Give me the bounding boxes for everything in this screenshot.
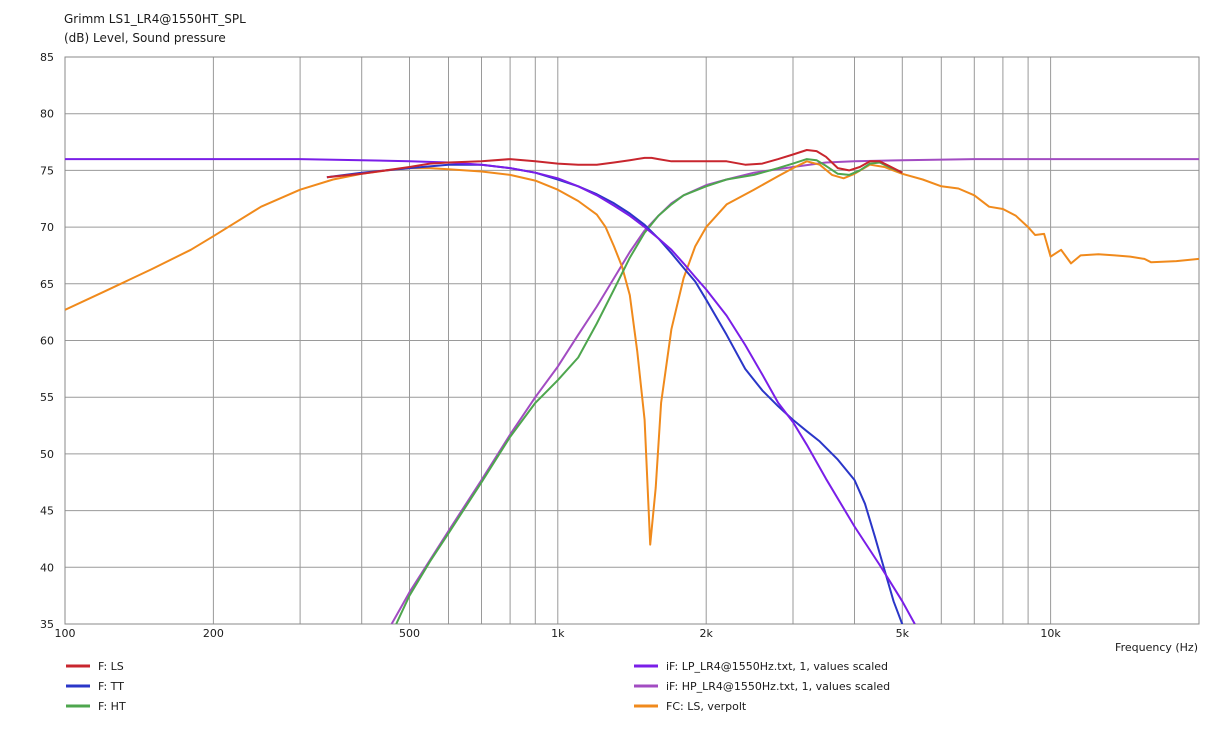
chart-title: Grimm LS1_LR4@1550HT_SPL — [64, 12, 246, 26]
legend-label: F: HT — [98, 700, 126, 713]
series-line — [326, 149, 903, 179]
x-tick-label: 100 — [55, 627, 76, 640]
y-tick-label: 45 — [40, 505, 54, 518]
series-line — [390, 158, 1199, 624]
x-tick-label: 500 — [399, 627, 420, 640]
chart-grid — [65, 57, 1199, 624]
legend-label: iF: HP_LR4@1550Hz.txt, 1, values scaled — [666, 680, 890, 693]
plot-frame — [64, 56, 1200, 625]
legend: F: LS F: TT F: HT iF: LP_LR4@1550Hz.txt, 1,… — [66, 660, 890, 713]
x-axis: 100 200 500 1k 2k 5k 10k — [55, 627, 1062, 640]
plot-area — [65, 149, 1199, 624]
y-tick-label: 75 — [40, 164, 54, 177]
x-axis-label: Frequency (Hz) — [1115, 641, 1198, 654]
y-axis: 35 40 45 50 55 60 65 70 75 80 85 — [40, 51, 54, 631]
series-line — [395, 158, 903, 624]
chart-subtitle: (dB) Level, Sound pressure — [64, 31, 226, 45]
legend-label: FC: LS, verpolt — [666, 700, 747, 713]
y-tick-label: 50 — [40, 448, 54, 461]
x-tick-label: 5k — [896, 627, 910, 640]
y-tick-label: 70 — [40, 221, 54, 234]
y-tick-label: 60 — [40, 335, 54, 348]
y-tick-label: 40 — [40, 561, 54, 574]
y-tick-label: 55 — [40, 391, 54, 404]
x-tick-label: 10k — [1040, 627, 1061, 640]
x-tick-label: 1k — [551, 627, 565, 640]
legend-label: F: TT — [98, 680, 124, 693]
legend-label: F: LS — [98, 660, 124, 673]
x-tick-label: 200 — [203, 627, 224, 640]
series-line — [326, 163, 904, 624]
y-tick-label: 80 — [40, 108, 54, 121]
y-tick-label: 35 — [40, 618, 54, 631]
y-tick-label: 65 — [40, 278, 54, 291]
y-tick-label: 85 — [40, 51, 54, 64]
x-tick-label: 2k — [700, 627, 714, 640]
legend-label: iF: LP_LR4@1550Hz.txt, 1, values scaled — [666, 660, 888, 673]
series-line — [65, 160, 1199, 546]
series-line — [65, 158, 916, 624]
